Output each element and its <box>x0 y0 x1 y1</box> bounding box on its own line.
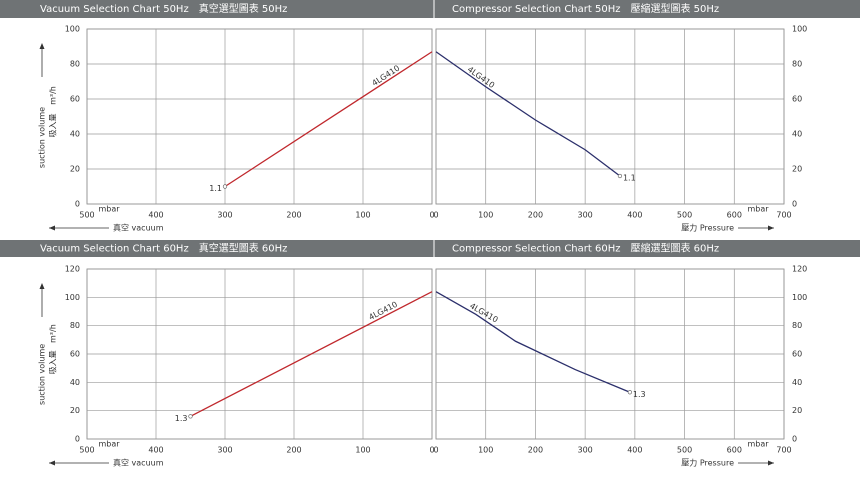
x-tick-label: 100 <box>355 211 370 220</box>
y-tick-label: 20 <box>792 165 802 174</box>
arrow-head <box>39 283 45 289</box>
y-tick-label: 20 <box>70 406 80 415</box>
x-tick-label: 600 <box>727 211 742 220</box>
y-tick-label: 100 <box>65 25 80 34</box>
y-tick-label: 0 <box>75 435 80 444</box>
y-tick-label: 0 <box>792 435 797 444</box>
x-tick-label: 300 <box>217 446 232 455</box>
point <box>222 184 228 189</box>
x-tick-label: 100 <box>355 446 370 455</box>
y-tick-label: 100 <box>792 25 807 34</box>
x-unit: mbar <box>747 205 769 214</box>
x-tick-label: 200 <box>528 211 543 220</box>
y-tick-label: 0 <box>792 200 797 209</box>
x-tick-label: 300 <box>578 211 593 220</box>
y-tick-label: 120 <box>792 265 807 274</box>
x-tick-label: 200 <box>286 211 301 220</box>
x-axis-label: 真空 vacuum <box>113 458 164 468</box>
y-tick-label: 20 <box>792 406 802 415</box>
chart-title: Compressor Selection Chart 60Hz 壓縮選型圖表 6… <box>452 242 719 255</box>
y-tick-label: 100 <box>65 293 80 302</box>
y-tick-label: 60 <box>792 350 802 359</box>
x-tick-label: 0 <box>429 211 434 220</box>
x-tick-label: 200 <box>286 446 301 455</box>
header-bar <box>0 0 860 18</box>
x-tick-label: 500 <box>79 211 94 220</box>
x-tick-label: 500 <box>677 211 692 220</box>
y-tick-label: 60 <box>70 95 80 104</box>
point-label: 1.1 <box>623 174 636 183</box>
x-unit: mbar <box>98 440 120 449</box>
x-axis-label: 真空 vacuum <box>113 223 164 233</box>
chart-title: Compressor Selection Chart 50Hz 壓縮選型圖表 5… <box>452 2 719 15</box>
point-label: 1.1 <box>209 184 222 193</box>
x-tick-label: 0 <box>433 446 438 455</box>
x-axis-label: 壓力 Pressure <box>681 458 734 468</box>
series-label: 4LG410 <box>370 64 401 88</box>
data-line <box>435 291 631 393</box>
x-tick-label: 0 <box>429 446 434 455</box>
y-tick-label: 100 <box>792 293 807 302</box>
x-tick-label: 400 <box>148 211 163 220</box>
point <box>617 173 623 179</box>
point <box>188 414 193 419</box>
x-tick-label: 400 <box>627 446 642 455</box>
point-label: 1.3 <box>175 414 188 423</box>
x-tick-label: 500 <box>79 446 94 455</box>
y-axis-label: suction volume <box>38 107 47 168</box>
data-line <box>224 51 433 188</box>
chart-title: Vacuum Selection Chart 50Hz 真空選型圖表 50Hz <box>40 2 287 15</box>
x-tick-label: 300 <box>578 446 593 455</box>
x-unit: mbar <box>747 440 769 449</box>
point-label: 1.3 <box>633 390 646 399</box>
y-unit: m³/h <box>49 324 58 343</box>
x-tick-label: 400 <box>627 211 642 220</box>
arrow-head <box>768 225 774 231</box>
x-tick-label: 700 <box>776 446 791 455</box>
y-tick-label: 80 <box>70 60 80 69</box>
x-tick-label: 100 <box>478 211 493 220</box>
data-line <box>435 51 621 177</box>
x-tick-label: 200 <box>528 446 543 455</box>
y-tick-label: 80 <box>70 321 80 330</box>
x-tick-label: 100 <box>478 446 493 455</box>
x-axis-label: 壓力 Pressure <box>681 223 734 233</box>
x-tick-label: 600 <box>727 446 742 455</box>
y-tick-label: 60 <box>792 95 802 104</box>
x-tick-label: 0 <box>433 211 438 220</box>
series-label: 4LG410 <box>466 65 497 90</box>
plot-frame <box>435 28 785 205</box>
y-tick-label: 40 <box>70 130 80 139</box>
arrow-head <box>49 225 55 231</box>
arrow-head <box>49 460 55 466</box>
y-tick-label: 40 <box>70 378 80 387</box>
arrow-head <box>768 460 774 466</box>
chart-title: Vacuum Selection Chart 60Hz 真空選型圖表 60Hz <box>40 242 287 255</box>
x-tick-label: 500 <box>677 446 692 455</box>
y-tick-label: 80 <box>792 321 802 330</box>
data-line <box>190 291 433 417</box>
y-tick-label: 40 <box>792 130 802 139</box>
y-tick-label: 80 <box>792 60 802 69</box>
y-tick-label: 60 <box>70 350 80 359</box>
y-tick-label: 0 <box>75 200 80 209</box>
plot-frame <box>86 28 433 205</box>
y-tick-label: 40 <box>792 378 802 387</box>
x-tick-label: 300 <box>217 211 232 220</box>
y-axis-label: 吸入量 <box>49 114 58 138</box>
x-tick-label: 700 <box>776 211 791 220</box>
y-unit: m³/h <box>49 86 58 105</box>
y-axis-label: suction volume <box>38 344 47 405</box>
y-tick-label: 120 <box>65 265 80 274</box>
y-tick-label: 20 <box>70 165 80 174</box>
x-unit: mbar <box>98 205 120 214</box>
x-tick-label: 400 <box>148 446 163 455</box>
arrow-head <box>39 43 45 49</box>
y-axis-label: 吸入量 <box>49 350 58 374</box>
header-bar <box>0 240 860 257</box>
point <box>627 390 632 395</box>
